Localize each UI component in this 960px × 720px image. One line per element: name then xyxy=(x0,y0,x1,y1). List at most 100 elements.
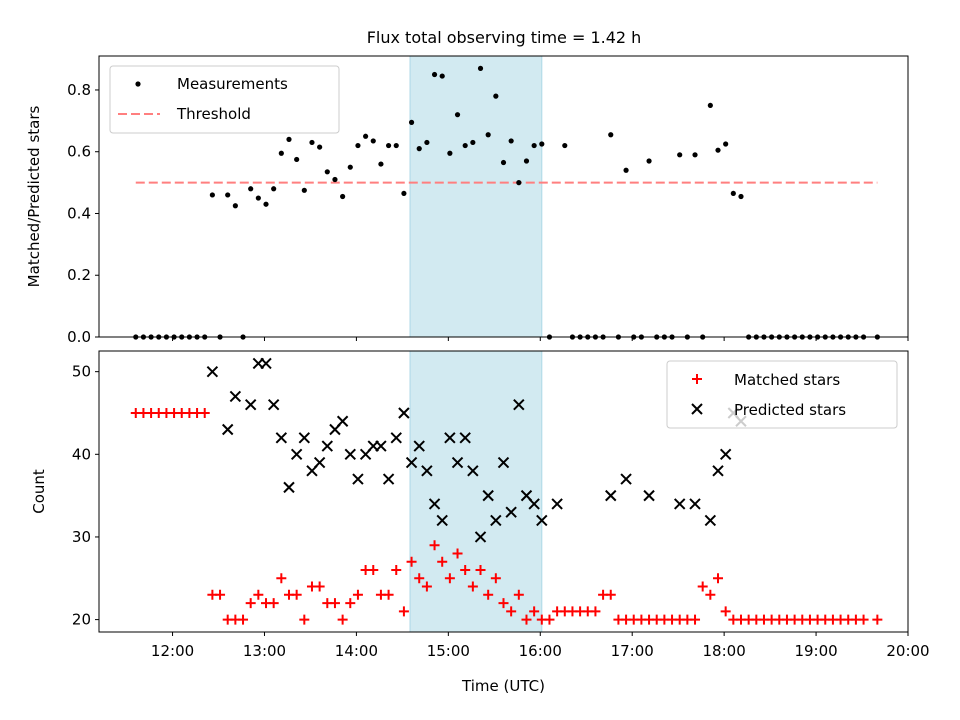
predicted-point xyxy=(336,415,349,427)
predicted-point xyxy=(344,448,356,461)
matched-point xyxy=(590,606,601,617)
matched-point xyxy=(872,614,883,625)
matched-point xyxy=(444,573,455,584)
measurement-point xyxy=(692,152,698,158)
matched-point xyxy=(352,589,363,600)
measurement-point xyxy=(271,186,277,192)
measurement-point xyxy=(608,132,614,138)
measurement-point xyxy=(309,139,315,146)
predicted-point xyxy=(528,498,540,510)
predicted-point xyxy=(390,432,402,444)
measurement-point xyxy=(301,187,307,193)
predicted-point xyxy=(704,514,717,527)
predicted-point xyxy=(260,357,272,370)
predicted-point xyxy=(428,498,441,510)
legend-matched-marker xyxy=(692,374,702,384)
matched-point xyxy=(329,598,340,609)
matched-point xyxy=(605,589,616,600)
measurement-point xyxy=(485,132,491,138)
measurement-point xyxy=(393,142,399,149)
matched-point xyxy=(276,573,287,584)
measurement-point xyxy=(439,73,445,79)
matched-point xyxy=(490,573,501,584)
measurement-point xyxy=(347,164,353,170)
matched-point xyxy=(452,548,463,559)
highlight-span xyxy=(409,55,543,338)
predicted-point xyxy=(505,506,517,518)
y-axis-label: Matched/Predicted stars xyxy=(25,106,43,288)
predicted-point xyxy=(206,365,219,378)
matched-point xyxy=(398,606,409,617)
x-tick-label: 13:00 xyxy=(243,642,286,660)
measurement-point xyxy=(431,71,438,78)
measurement-point xyxy=(209,192,215,198)
y-tick-label: 20 xyxy=(72,611,91,629)
measurement-point xyxy=(355,142,361,149)
x-tick-label: 17:00 xyxy=(611,642,654,660)
measurement-point xyxy=(531,142,537,149)
matched-point xyxy=(429,540,440,551)
legend-box xyxy=(666,360,898,429)
measurement-point xyxy=(255,195,261,201)
matched-point xyxy=(253,589,264,600)
measurement-point xyxy=(646,158,652,164)
predicted-point xyxy=(551,498,563,510)
predicted-point xyxy=(313,456,326,469)
predicted-point xyxy=(474,531,487,543)
measurement-point xyxy=(248,186,254,192)
legend-label: Matched stars xyxy=(734,371,840,389)
predicted-point xyxy=(244,399,257,411)
matched-point xyxy=(467,581,478,592)
measurement-point xyxy=(477,65,484,71)
x-axis-label: Time (UTC) xyxy=(461,677,545,695)
axes-frame xyxy=(98,55,909,338)
matched-point xyxy=(544,614,555,625)
predicted-point xyxy=(673,498,686,510)
legend-measurements-marker xyxy=(135,81,141,87)
measurement-point xyxy=(378,161,384,167)
predicted-point xyxy=(436,514,448,527)
matched-point xyxy=(475,565,486,576)
matched-point xyxy=(414,573,425,584)
measurement-point xyxy=(424,139,430,146)
x-tick-label: 20:00 xyxy=(886,642,929,660)
x-tick-label: 14:00 xyxy=(335,642,378,660)
bottom-panel: 12:00 13:00 14:00 15:00 16:00 17:00 18:00 19:00… xyxy=(30,350,930,695)
measurement-point xyxy=(723,141,729,147)
predicted-point xyxy=(283,481,295,494)
predicted-point xyxy=(689,498,701,510)
measurement-point xyxy=(447,150,453,156)
predicted-point xyxy=(413,440,425,452)
matched-point xyxy=(506,606,517,617)
matched-point xyxy=(720,606,731,617)
axes-frame xyxy=(98,350,909,633)
matched-point xyxy=(391,565,402,576)
legend: Matched stars Predicted stars xyxy=(666,360,898,429)
y-tick-label: 0.2 xyxy=(67,266,91,284)
predicted-point xyxy=(513,399,525,411)
measurement-point xyxy=(738,193,744,200)
matched-point xyxy=(529,606,540,617)
measurement-point xyxy=(278,150,284,156)
matched-point xyxy=(697,581,708,592)
matched-point xyxy=(460,565,471,576)
legend-box xyxy=(109,65,340,134)
measurement-point xyxy=(324,169,330,175)
legend: Measurements Threshold xyxy=(109,65,340,134)
matched-point xyxy=(406,556,417,567)
matched-point xyxy=(299,614,310,625)
predicted-point xyxy=(459,432,471,444)
predicted-point xyxy=(290,448,303,461)
measurement-point xyxy=(677,152,683,158)
measurement-point xyxy=(623,167,629,173)
predicted-point xyxy=(352,473,364,485)
y-axis-label: Count xyxy=(30,469,48,514)
predicted-point xyxy=(405,456,418,469)
measurement-point xyxy=(516,180,522,186)
chart-title: Flux total observing time = 1.42 h xyxy=(367,28,642,47)
x-tick-label: 15:00 xyxy=(427,642,470,660)
predicted-point xyxy=(490,514,502,527)
top-panel: 0.0 0.2 0.4 0.6 0.8 Matched/Predicted stars Me… xyxy=(25,55,909,346)
predicted-point xyxy=(467,465,479,477)
measurement-point xyxy=(523,158,530,164)
